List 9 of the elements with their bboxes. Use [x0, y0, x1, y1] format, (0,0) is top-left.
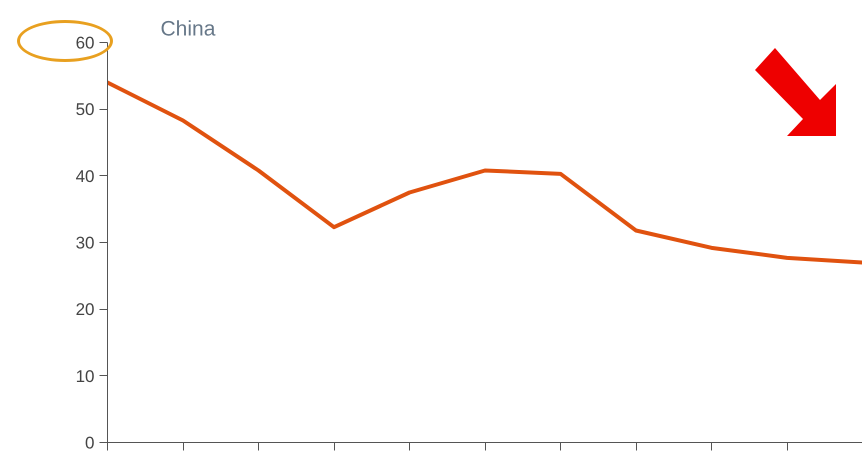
y-tick-label: 30 [76, 234, 95, 252]
y-tick-label: 60 [76, 34, 95, 52]
line-series [108, 80, 862, 264]
y-tick-label: 50 [76, 100, 95, 120]
y-tick-label: 20 [76, 300, 95, 320]
y-tick-label: 40 [76, 166, 95, 186]
y-tick-label: 0 [85, 434, 95, 452]
y-tick-label: 10 [76, 366, 95, 386]
chart-title: China [160, 18, 216, 40]
